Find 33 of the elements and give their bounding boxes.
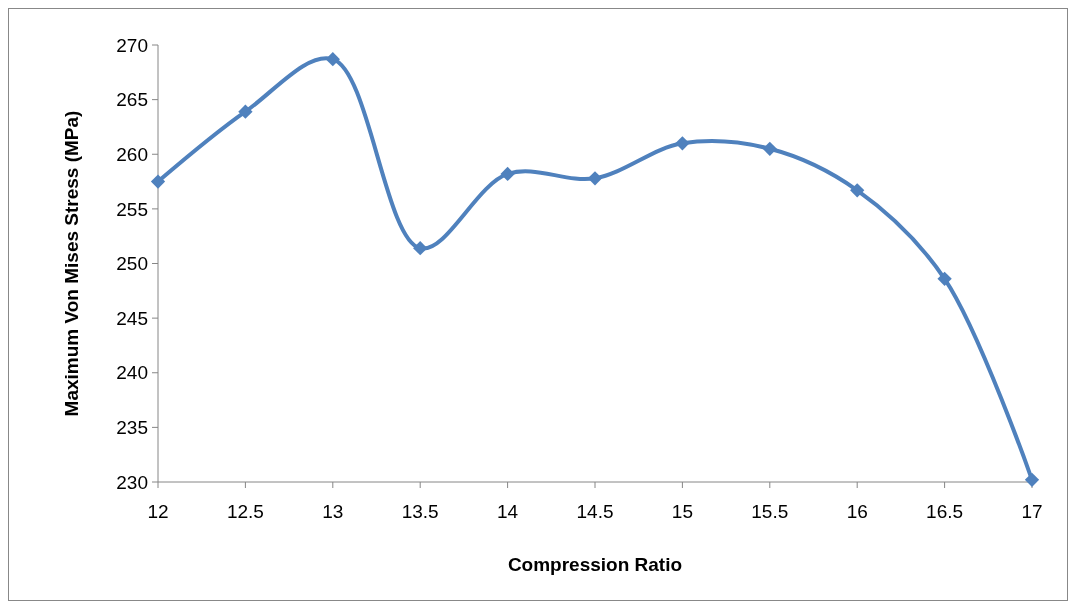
x-tick-label: 16.5 [926,501,964,522]
point [762,141,777,156]
x-tick-label: 13 [322,501,344,522]
point [325,52,340,67]
point [587,171,603,186]
x-tick-label: 12 [147,501,169,522]
point [413,241,428,256]
point [675,136,690,151]
y-tick-label: 245 [116,307,148,329]
x-tick-label: 12.5 [226,501,264,522]
point [500,166,515,182]
x-tick-label: 15.5 [751,501,789,522]
point [238,104,253,119]
x-axis-title: Compression Ratio [507,554,683,575]
y-axis-title: Maximum Von Mises Stress (MPa) [61,110,82,417]
x-tick-label: 17 [1021,501,1043,522]
y-tick-label: 230 [116,471,148,493]
point [1024,472,1040,487]
y-tick-label: 250 [116,253,148,275]
x-tick-label: 14.5 [576,501,614,522]
x-tick-label: 15 [671,501,693,522]
y-tick-label: 235 [116,417,148,439]
point [850,183,865,198]
point [150,174,166,189]
y-tick-label: 255 [116,198,148,220]
x-tick-label: 13.5 [401,501,439,522]
y-tick-label: 270 [116,34,148,56]
point [937,271,952,286]
y-tick-label: 265 [116,89,148,111]
y-tick-label: 240 [116,362,148,384]
x-tick-label: 14 [497,501,519,522]
y-tick-label: 260 [116,143,148,165]
x-tick-label: 16 [846,501,868,522]
